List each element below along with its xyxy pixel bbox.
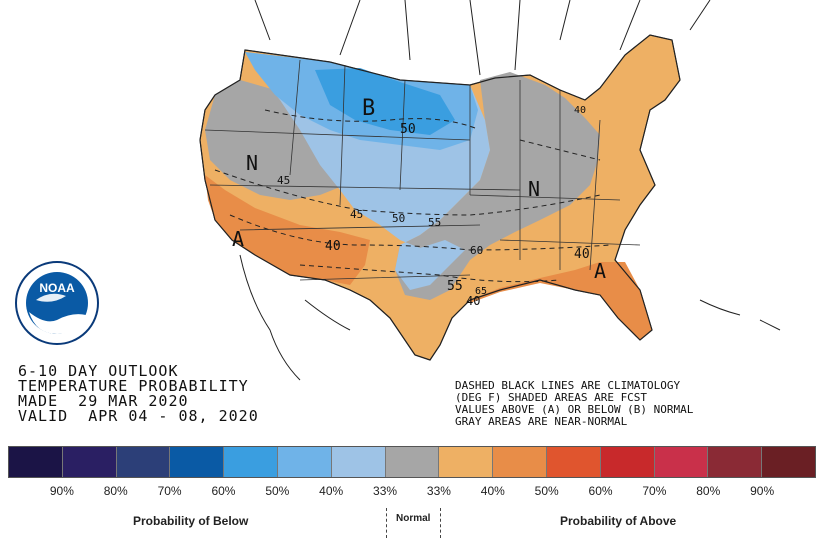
legend-swatch (439, 447, 494, 477)
legend-swatch (62, 447, 117, 477)
legend-swatch (277, 447, 332, 477)
legend-tick-label: 60% (211, 484, 236, 498)
map-notes: DASHED BLACK LINES ARE CLIMATOLOGY (DEG … (455, 380, 693, 428)
contour-label-40-south: 40 (466, 294, 480, 308)
conus-outline (199, 34, 681, 361)
noaa-logo-icon: NOAA (15, 261, 99, 345)
contour-label-55-south: 55 (447, 279, 463, 294)
legend-swatch (331, 447, 386, 477)
above-marker-west: A (232, 227, 244, 251)
note-line-3: VALUES ABOVE (A) OR BELOW (B) NORMAL (455, 403, 694, 416)
note-line-1: DASHED BLACK LINES ARE CLIMATOLOGY (455, 379, 681, 392)
legend-swatch (493, 447, 547, 477)
contour-label-45-west: 45 (277, 174, 290, 187)
legend-tick-label: 33% (426, 484, 451, 498)
note-line-4: GRAY AREAS ARE NEAR-NORMAL (455, 415, 628, 428)
legend-tick-labels: 90% 80% 70% 60% 50% 40% 33% 33% 40% 50% 60% 70% 80% 9… (8, 484, 816, 500)
contour-label-65: 65 (475, 286, 487, 297)
contour-label-40-west: 40 (325, 239, 341, 254)
noaa-logo-text: NOAA (39, 281, 75, 295)
contour-label-55: 55 (428, 216, 441, 229)
contour-label-45-mid: 45 (350, 208, 363, 221)
state-borders (204, 59, 641, 281)
contour-label-60: 60 (470, 244, 483, 257)
legend-tick-label: 90% (49, 484, 74, 498)
legend-swatch (385, 447, 440, 477)
legend-swatch (116, 447, 171, 477)
probability-legend-bar (8, 446, 816, 478)
legend-swatch (224, 447, 278, 477)
legend-tick-label: 50% (265, 484, 290, 498)
legend-tick-label: 40% (480, 484, 505, 498)
normal-label: Normal (396, 513, 431, 524)
contour-label-40-north: 40 (574, 105, 586, 116)
normal-divider-right (440, 508, 441, 538)
legend-tick-label: 40% (319, 484, 344, 498)
contour-label-50-mid: 50 (392, 212, 405, 225)
legend-tick-label: 70% (157, 484, 182, 498)
legend-tick-label: 80% (696, 484, 721, 498)
legend-tick-label: 70% (642, 484, 667, 498)
legend-tick-label: 33% (373, 484, 398, 498)
note-line-2: (DEG F) SHADED AREAS ARE FCST (455, 391, 648, 404)
legend-swatch (762, 447, 815, 477)
legend-swatch (708, 447, 763, 477)
outlook-title: 6-10 DAY OUTLOOK TEMPERATURE PROBABILITY… (18, 364, 259, 424)
legend-swatch (9, 447, 63, 477)
legend-tick-label: 60% (588, 484, 613, 498)
context-borders (239, 0, 781, 381)
below-marker: B (362, 96, 375, 121)
climatology-contours (214, 109, 611, 283)
normal-marker-east: N (528, 177, 540, 201)
legend-swatch (170, 447, 225, 477)
title-line-2: TEMPERATURE PROBABILITY (18, 377, 249, 395)
normal-marker-west: N (246, 151, 258, 175)
region-above-mid-south (470, 262, 652, 340)
legend-swatch (600, 447, 655, 477)
title-line-1: 6-10 DAY OUTLOOK (18, 362, 179, 380)
normal-divider-left (386, 508, 387, 538)
title-line-4: VALID APR 04 - 08, 2020 (18, 407, 259, 425)
contour-label-50: 50 (400, 122, 416, 137)
probability-below-label: Probability of Below (133, 514, 249, 528)
legend-tick-label: 90% (750, 484, 775, 498)
contour-label-40-east: 40 (574, 247, 590, 262)
region-normal-west (205, 80, 345, 200)
probability-above-label: Probability of Above (560, 514, 677, 528)
legend-swatch (654, 447, 709, 477)
above-marker-east: A (594, 259, 606, 283)
legend-tick-label: 50% (534, 484, 559, 498)
legend-swatch (546, 447, 601, 477)
legend-tick-label: 80% (103, 484, 128, 498)
region-above-mid-west (205, 175, 370, 285)
title-line-3: MADE 29 MAR 2020 (18, 392, 189, 410)
